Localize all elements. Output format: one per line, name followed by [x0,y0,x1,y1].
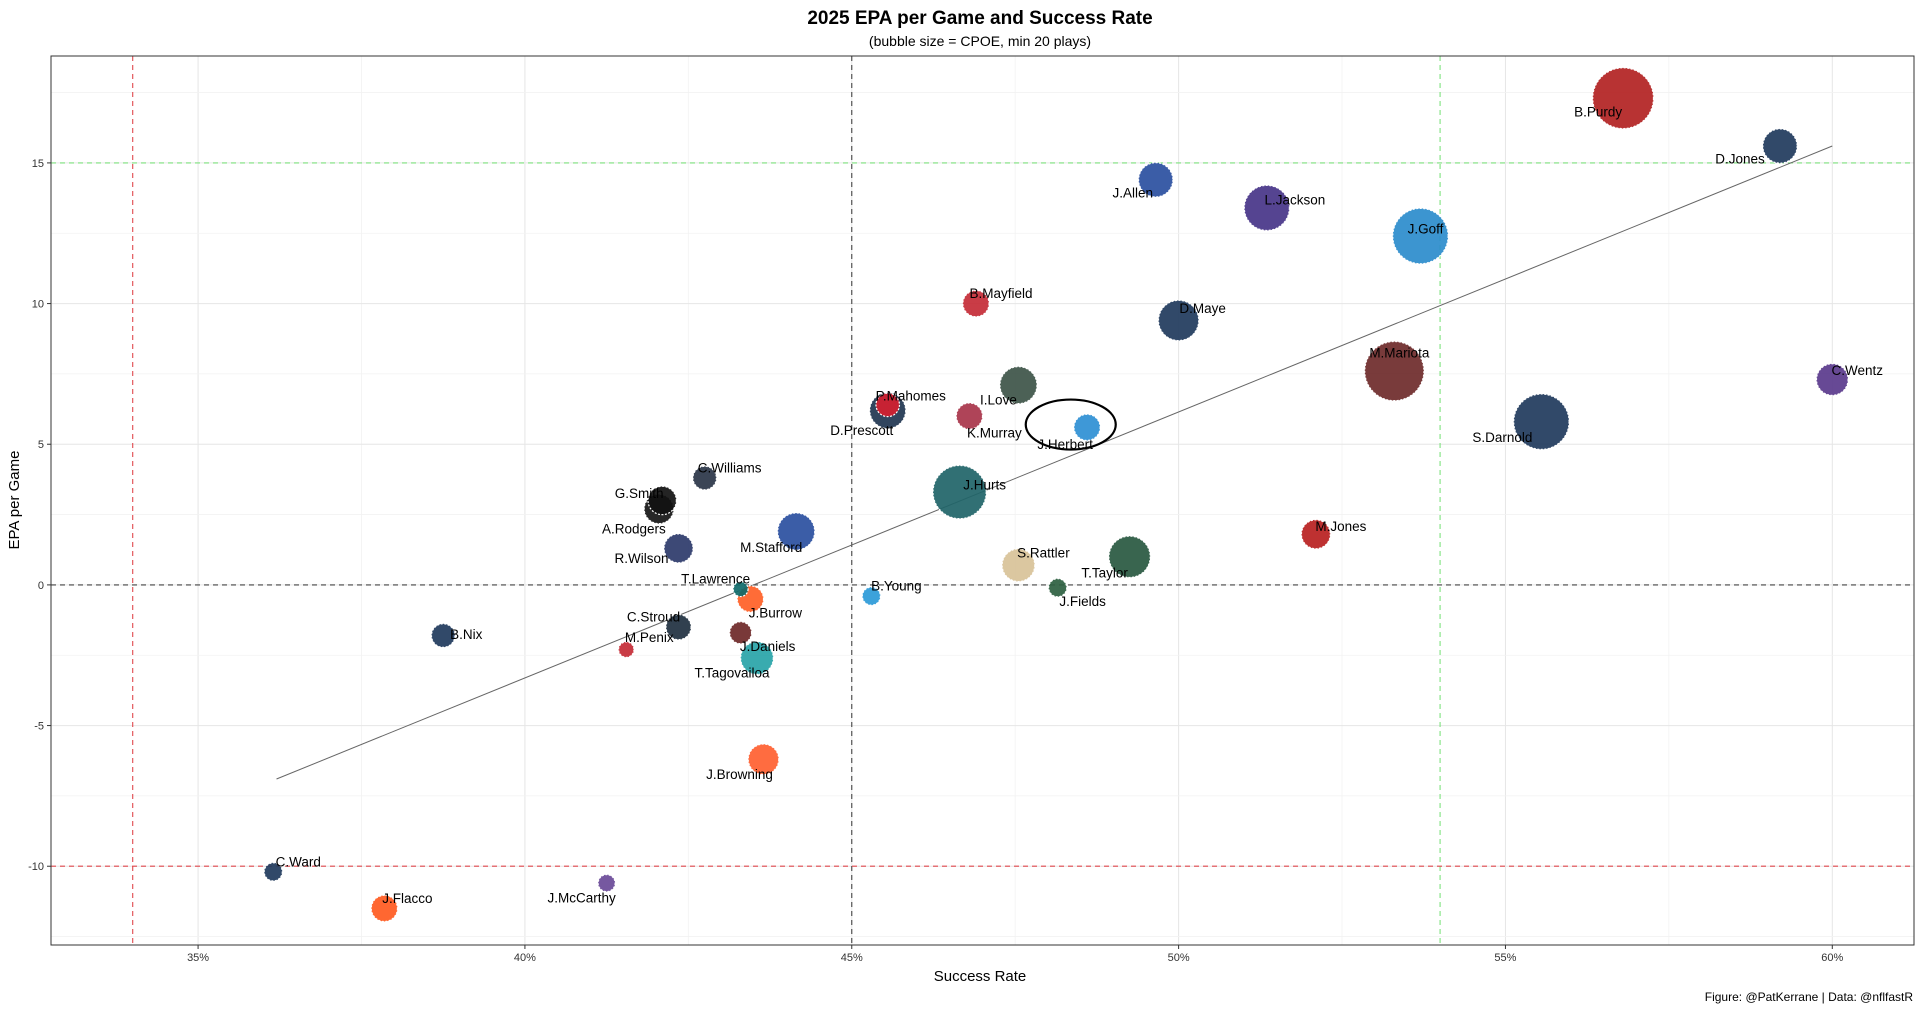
point-k-murray [955,402,984,430]
point-label-b-mayfield: B.Mayfield [969,286,1032,301]
point-label-m-penix: M.Penix [625,630,674,645]
highlight-ellipse [1024,398,1117,451]
trend-line [276,145,1833,780]
point-label-l-jackson: L.Jackson [1264,192,1325,207]
point-j-fields [1048,578,1068,598]
x-tick-label: 60% [1821,952,1843,964]
reference-lines [51,56,1914,945]
point-t-lawrence [732,581,749,598]
point-labels-layer: B.Purdy D.Jones J.Allen L.Jackson J.Goff B.Ma… [276,105,1884,906]
point-label-j-hurts: J.Hurts [963,478,1006,493]
points-layer [263,67,1849,923]
chart-caption: Figure: @PatKerrane | Data: @nflfastR [1705,990,1914,1004]
x-tick-label: 35% [187,952,209,964]
point-b-purdy [1592,67,1655,130]
point-label-m-mariota: M.Mariota [1369,346,1430,361]
point-label-m-jones: M.Jones [1315,519,1366,534]
point-label-c-williams: C.Williams [698,460,762,475]
highlight-layer [1024,398,1117,451]
point-l-jackson [1243,184,1291,232]
y-tick-label: 10 [32,299,44,311]
point-label-i-love: I.Love [980,393,1017,408]
point-label-g-smith: G.Smith [615,486,664,501]
chart-title: 2025 EPA per Game and Success Rate [807,8,1152,29]
point-m-penix [617,641,635,658]
y-tick-label: -10 [28,861,44,873]
point-p-mahomes [875,392,901,418]
point-s-darnold [1513,393,1570,451]
x-tick-label: 45% [841,952,863,964]
point-b-mayfield [962,289,990,318]
point-d-jones [1762,128,1798,164]
point-label-c-wentz: C.Wentz [1832,363,1884,378]
y-tick-label: -5 [34,721,44,733]
point-label-j-flacco: J.Flacco [382,891,432,906]
point-label-t-tagovailoa: T.Tagovailoa [694,666,770,681]
y-axis-title: EPA per Game [6,451,23,550]
point-label-c-ward: C.Ward [276,854,321,869]
point-i-love [999,366,1038,405]
point-label-j-burrow: J.Burrow [749,605,803,620]
point-m-jones [1300,519,1331,550]
plot-panel-border [50,55,1915,946]
x-tick-label: 40% [514,952,536,964]
point-label-a-rodgers: A.Rodgers [602,521,666,536]
point-j-flacco [370,894,399,923]
x-tick-label: 55% [1494,952,1516,964]
point-label-d-maye: D.Maye [1179,301,1226,316]
point-b-nix [430,623,456,648]
point-label-j-goff: J.Goff [1408,222,1444,237]
point-label-p-mahomes: P.Mahomes [876,388,947,403]
point-j-goff [1392,207,1449,265]
point-s-rattler [1001,548,1036,583]
point-c-ward [263,862,283,882]
y-tick-label: 0 [38,580,44,592]
y-tick-label: 5 [38,439,44,451]
point-t-tagovailoa [740,641,774,675]
point-j-browning [747,743,780,776]
point-label-b-purdy: B.Purdy [1574,105,1622,120]
trend-line-layer [276,145,1833,780]
point-j-daniels [729,621,753,645]
point-j-mccarthy [597,873,616,893]
point-d-maye [1157,299,1200,342]
point-label-d-prescott: D.Prescott [830,423,893,438]
x-tick-label: 50% [1168,952,1190,964]
axis-layer: 35% 40% 45% 50% 55% 60% -10 -5 0 5 10 15 [28,158,1843,964]
point-g-smith [647,485,677,516]
point-label-c-stroud: C.Stroud [627,610,680,625]
point-c-stroud [665,613,692,641]
point-label-k-murray: K.Murray [967,426,1022,441]
point-t-taylor [1108,535,1151,579]
point-label-t-lawrence: T.Lawrence [681,572,750,587]
x-axis-title: Success Rate [934,968,1027,985]
point-b-young [861,586,882,606]
point-label-t-taylor: T.Taylor [1081,565,1128,580]
point-label-s-rattler: S.Rattler [1017,546,1070,561]
point-label-s-darnold: S.Darnold [1472,430,1532,445]
point-label-j-mccarthy: J.McCarthy [547,891,616,906]
point-label-b-young: B.Young [871,579,922,594]
point-label-j-daniels: J.Daniels [740,639,796,654]
point-label-j-fields: J.Fields [1059,594,1106,609]
point-j-hurts [932,464,987,520]
point-c-williams [692,465,718,491]
point-label-j-allen: J.Allen [1112,185,1153,200]
y-tick-label: 15 [32,158,44,170]
point-label-m-stafford: M.Stafford [740,540,802,555]
point-j-herbert [1073,413,1101,442]
point-m-stafford [777,512,816,551]
chart-subtitle: (bubble size = CPOE, min 20 plays) [869,33,1091,49]
point-label-d-jones: D.Jones [1715,152,1765,167]
point-label-r-wilson: R.Wilson [615,551,669,566]
point-c-wentz [1815,363,1849,396]
point-label-j-browning: J.Browning [706,767,773,782]
point-j-allen [1137,162,1174,198]
point-r-wilson [663,533,694,564]
point-m-mariota [1364,340,1425,402]
point-label-b-nix: B.Nix [450,627,483,642]
